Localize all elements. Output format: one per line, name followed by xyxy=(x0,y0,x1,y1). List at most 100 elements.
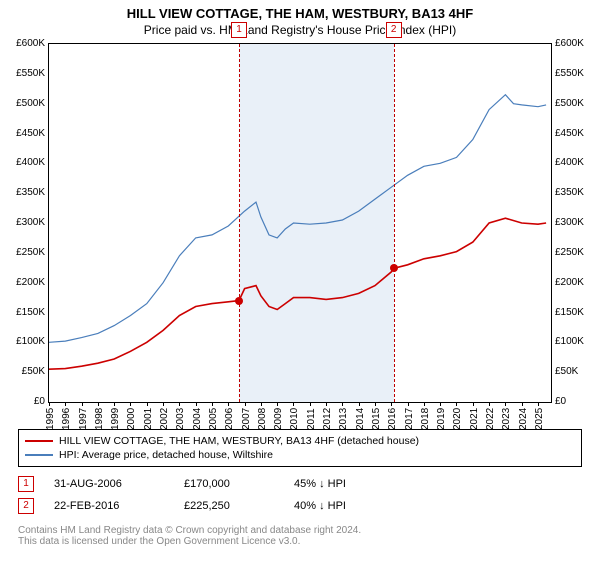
x-axis-label: 2014 xyxy=(355,408,366,430)
sale-row: 222-FEB-2016£225,25040% ↓ HPI xyxy=(18,495,582,517)
x-tick xyxy=(65,402,66,406)
x-axis-label: 2020 xyxy=(452,408,463,430)
x-axis-label: 2024 xyxy=(518,408,529,430)
legend-row: HPI: Average price, detached house, Wilt… xyxy=(25,448,575,462)
x-tick xyxy=(179,402,180,406)
x-tick xyxy=(130,402,131,406)
y-axis-label-right: £300K xyxy=(555,217,595,228)
x-tick xyxy=(359,402,360,406)
legend-label: HPI: Average price, detached house, Wilt… xyxy=(59,449,273,461)
x-tick xyxy=(326,402,327,406)
y-axis-label-right: £350K xyxy=(555,187,595,198)
x-tick xyxy=(473,402,474,406)
y-axis-label-right: £500K xyxy=(555,98,595,109)
x-axis-label: 1999 xyxy=(110,408,121,430)
x-axis-label: 2016 xyxy=(387,408,398,430)
x-axis-label: 2000 xyxy=(126,408,137,430)
legend-label: HILL VIEW COTTAGE, THE HAM, WESTBURY, BA… xyxy=(59,435,419,447)
y-axis-label-right: £100K xyxy=(555,336,595,347)
sales-table: 131-AUG-2006£170,00045% ↓ HPI222-FEB-201… xyxy=(18,473,582,517)
sale-delta: 45% ↓ HPI xyxy=(294,478,346,490)
x-axis-label: 2001 xyxy=(143,408,154,430)
chart-subtitle: Price paid vs. HM Land Registry's House … xyxy=(0,23,600,37)
x-axis-label: 2019 xyxy=(436,408,447,430)
x-tick xyxy=(82,402,83,406)
y-axis-label-left: £350K xyxy=(5,187,45,198)
x-axis-label: 2012 xyxy=(322,408,333,430)
x-tick xyxy=(293,402,294,406)
y-axis-label-left: £250K xyxy=(5,247,45,258)
x-tick xyxy=(277,402,278,406)
sale-row: 131-AUG-2006£170,00045% ↓ HPI xyxy=(18,473,582,495)
x-tick xyxy=(342,402,343,406)
x-tick xyxy=(310,402,311,406)
sale-delta: 40% ↓ HPI xyxy=(294,500,346,512)
x-axis-label: 2010 xyxy=(289,408,300,430)
x-tick xyxy=(196,402,197,406)
y-axis-label-left: £500K xyxy=(5,98,45,109)
y-axis-label-left: £450K xyxy=(5,128,45,139)
x-axis-label: 2015 xyxy=(371,408,382,430)
x-axis-label: 2004 xyxy=(192,408,203,430)
y-axis-label-right: £550K xyxy=(555,68,595,79)
sale-date: 22-FEB-2016 xyxy=(54,500,164,512)
x-tick xyxy=(261,402,262,406)
x-axis-label: 2018 xyxy=(420,408,431,430)
x-axis-label: 2013 xyxy=(338,408,349,430)
plot-region: £0£0£50K£50K£100K£100K£150K£150K£200K£20… xyxy=(48,43,552,403)
y-axis-label-right: £600K xyxy=(555,38,595,49)
x-tick xyxy=(424,402,425,406)
y-axis-label-left: £0 xyxy=(5,396,45,407)
chart-title: HILL VIEW COTTAGE, THE HAM, WESTBURY, BA… xyxy=(0,6,600,21)
y-axis-label-left: £200K xyxy=(5,277,45,288)
legend: HILL VIEW COTTAGE, THE HAM, WESTBURY, BA… xyxy=(18,429,582,467)
x-axis-label: 1996 xyxy=(61,408,72,430)
sale-price: £170,000 xyxy=(184,478,274,490)
sale-price: £225,250 xyxy=(184,500,274,512)
chart-area: £0£0£50K£50K£100K£100K£150K£150K£200K£20… xyxy=(48,43,552,423)
x-tick xyxy=(489,402,490,406)
x-tick xyxy=(114,402,115,406)
legend-swatch xyxy=(25,440,53,442)
x-tick xyxy=(49,402,50,406)
footer-line2: This data is licensed under the Open Gov… xyxy=(18,536,582,547)
x-tick xyxy=(98,402,99,406)
series-hpi xyxy=(49,95,546,343)
sale-marker-line xyxy=(239,44,240,402)
y-axis-label-left: £300K xyxy=(5,217,45,228)
sale-marker-badge: 2 xyxy=(386,22,402,38)
x-axis-label: 2025 xyxy=(534,408,545,430)
x-axis-label: 2017 xyxy=(404,408,415,430)
x-tick xyxy=(538,402,539,406)
chart-container: HILL VIEW COTTAGE, THE HAM, WESTBURY, BA… xyxy=(0,6,600,566)
y-axis-label-right: £0 xyxy=(555,396,595,407)
x-tick xyxy=(522,402,523,406)
x-tick xyxy=(245,402,246,406)
sale-date: 31-AUG-2006 xyxy=(54,478,164,490)
x-axis-label: 2002 xyxy=(159,408,170,430)
y-axis-label-right: £450K xyxy=(555,128,595,139)
x-axis-label: 1998 xyxy=(94,408,105,430)
x-axis-label: 1995 xyxy=(45,408,56,430)
y-axis-label-right: £150K xyxy=(555,307,595,318)
y-axis-label-left: £550K xyxy=(5,68,45,79)
x-tick xyxy=(440,402,441,406)
x-tick xyxy=(147,402,148,406)
sale-marker-badge: 1 xyxy=(231,22,247,38)
sale-marker-dot xyxy=(390,264,398,272)
x-tick xyxy=(375,402,376,406)
series-price_paid xyxy=(49,218,546,369)
x-axis-label: 2006 xyxy=(224,408,235,430)
y-axis-label-right: £50K xyxy=(555,366,595,377)
x-axis-label: 2023 xyxy=(501,408,512,430)
x-axis-label: 2005 xyxy=(208,408,219,430)
x-tick xyxy=(408,402,409,406)
x-tick xyxy=(391,402,392,406)
y-axis-label-right: £250K xyxy=(555,247,595,258)
x-axis-label: 2021 xyxy=(469,408,480,430)
x-axis-label: 2009 xyxy=(273,408,284,430)
x-tick xyxy=(212,402,213,406)
sale-marker-line xyxy=(394,44,395,402)
legend-row: HILL VIEW COTTAGE, THE HAM, WESTBURY, BA… xyxy=(25,434,575,448)
y-axis-label-right: £400K xyxy=(555,157,595,168)
